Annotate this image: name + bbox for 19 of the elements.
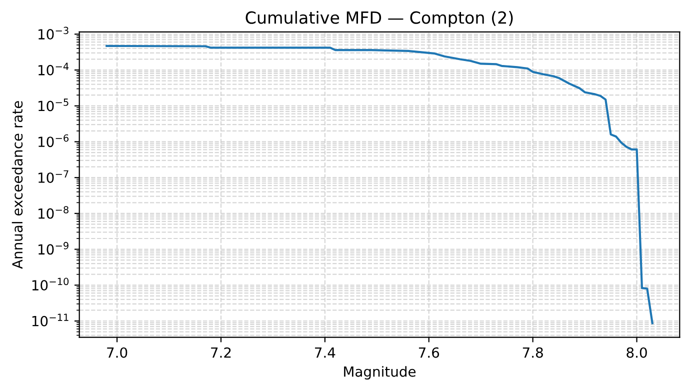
x-tick-label: 7.8 [522,347,543,358]
y-tick-label: 10$^{−7}$ [38,170,68,183]
y-axis-title: Annual exceedance rate [12,101,23,269]
y-tick-label: 10$^{−3}$ [38,26,68,40]
y-tick-label: 10$^{−10}$ [32,278,69,291]
y-tick-label: 10$^{−8}$ [38,206,68,219]
line-series [106,44,654,324]
x-axis-title: Magnitude [344,366,416,380]
y-tick-label: 10$^{−11}$ [32,314,68,326]
x-tick-label: 8.0 [626,347,647,358]
x-tick-label: 7.4 [315,348,336,358]
chart-title: Cumulative MFD — Compton (2) [246,10,513,28]
x-tick-label: 7.6 [418,347,440,358]
y-tick-label: 10$^{−5}$ [38,98,68,112]
x-tick-label: 7.2 [211,347,231,358]
y-tick-label: 10$^{−6}$ [38,134,69,148]
y-tick-label: 10$^{−9}$ [38,242,68,255]
y-tick-label: 10$^{−4}$ [38,62,69,76]
x-tick-label: 7.0 [107,347,128,358]
